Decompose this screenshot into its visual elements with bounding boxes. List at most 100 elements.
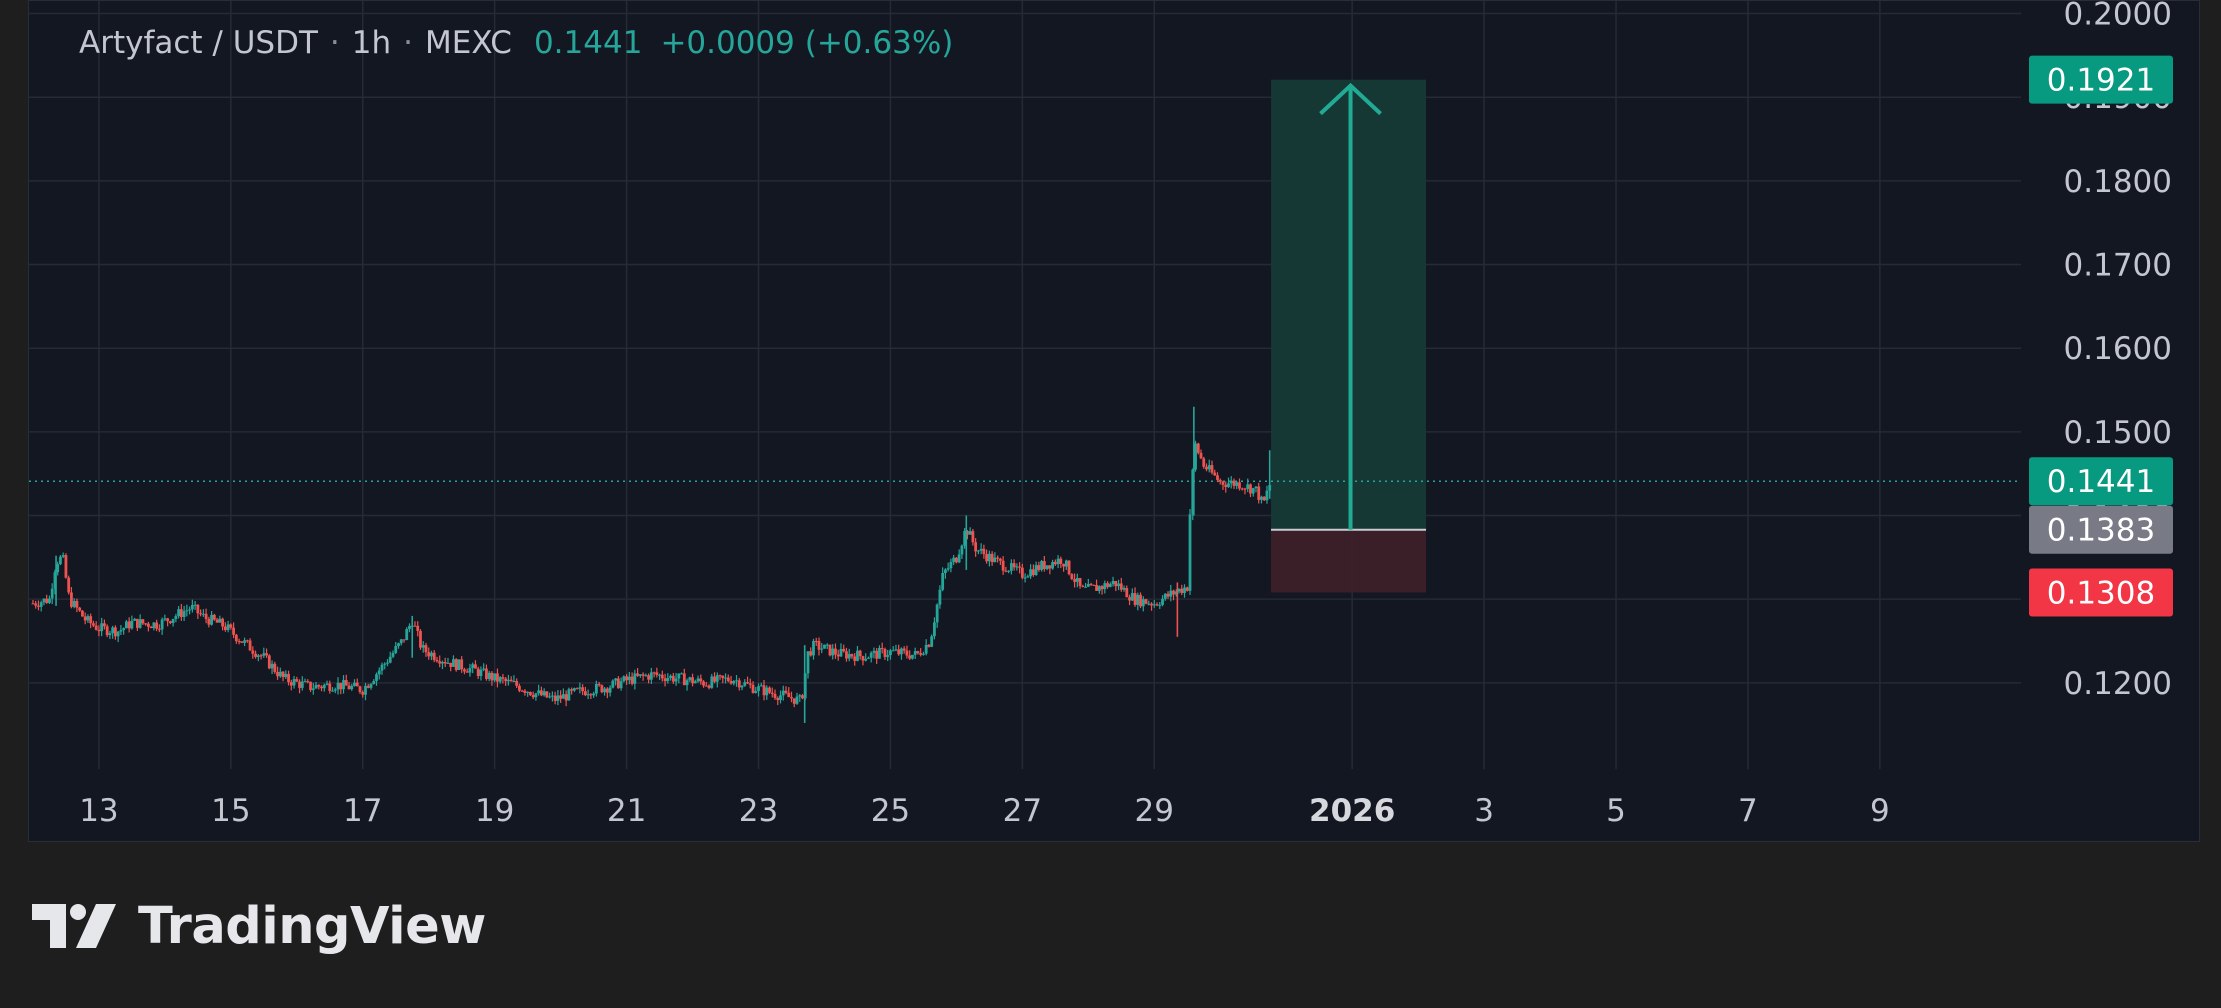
last-price-label-text: 0.1441 [2047,464,2155,500]
candle-body [509,679,513,682]
candle-body [1260,496,1263,500]
candle-body [380,664,384,671]
candle-body [955,557,958,563]
candle-body [787,692,791,698]
candle-body [542,691,546,696]
candle-body [1227,483,1230,487]
price-chart[interactable]: 0.20000.19000.18000.17000.16000.15000.14… [29,1,2201,843]
candle-body [39,602,43,607]
candle-body [377,670,381,675]
candle-body [490,672,494,681]
candle-body [278,671,282,677]
candle-body [540,690,543,696]
candle-body [1106,583,1109,587]
candle-body [1199,452,1203,459]
candle-body [424,645,428,653]
candle-body [718,675,722,677]
candle-body [1070,574,1074,580]
candle-body [309,681,312,690]
stop-price-label-text: 0.1308 [2047,575,2155,611]
candle-body [702,681,705,686]
candle-body [1073,579,1076,582]
candle-body [174,616,178,620]
candle-body [872,650,876,653]
time-axis[interactable]: 13 15 17 19 21 23 25 27 29 2026 3 5 7 9 [79,793,1890,829]
candle-body [831,648,835,656]
candle-body [938,589,942,605]
candle-body [138,619,142,628]
candle-body [1161,598,1164,605]
candle-body [559,695,563,699]
candle-body [262,653,266,656]
candle-body [339,682,343,690]
candle-body [364,685,367,695]
candle-body [842,648,846,652]
candle-body [342,680,345,690]
candle-body [1026,576,1030,578]
candle-body [171,619,175,624]
candle-body [135,618,139,628]
time-tick-label: 19 [475,793,514,829]
candle-body [1062,563,1065,567]
candle-body [498,677,502,682]
candle-body [1185,587,1189,591]
target-zone [1271,79,1427,530]
candle-body [1095,584,1098,591]
candle-body [553,695,557,701]
candle-body [911,654,914,659]
candle-body [1169,590,1173,597]
candle-body [1053,561,1057,565]
candle-body [765,687,769,696]
candle-body [641,674,645,676]
candle-body [259,655,263,657]
price-tick-label: 0.1800 [2064,164,2172,200]
candle-body [993,557,997,563]
candle-body [479,669,483,677]
last-price-label: 0.1441 [2029,457,2173,506]
header-separator: · [329,25,340,61]
candle-body [201,613,205,615]
candle-body [721,675,725,679]
candle-body [50,588,54,599]
chart-pane[interactable]: 0.20000.19000.18000.17000.16000.15000.14… [28,0,2200,842]
candle-body [707,685,711,688]
position-zones[interactable] [1271,79,1427,593]
interval-label[interactable]: 1h [351,25,392,61]
candle-body [891,650,895,652]
candle-body [671,675,675,682]
candle-body [633,673,637,684]
candle-body [979,548,983,551]
candle-body [658,674,661,676]
candle-body [688,677,692,681]
candle-body [878,647,881,659]
candle-body [287,673,290,683]
candle-body [276,671,279,677]
candle-body [1177,588,1181,592]
candle-body [825,644,829,646]
candle-body [586,694,590,696]
symbol-name[interactable]: Artyfact / USDT [79,25,318,61]
candle-body [1163,593,1167,599]
candle-body [435,659,439,662]
brand[interactable]: TradingView [32,897,486,956]
candle-body [452,659,455,667]
candle-body [889,650,892,656]
candle-body [350,685,354,690]
candle-body [152,622,156,629]
time-tick-label: 17 [343,793,382,829]
candle-body [454,659,458,670]
candle-body [693,681,697,684]
candle-body [391,652,395,657]
candle-body [875,650,879,659]
candle-body [561,694,565,699]
candle-body [666,677,670,682]
candle-body [232,627,235,635]
candle-body [471,664,475,668]
candle-body [600,685,604,693]
candle-body [644,675,648,677]
candle-body [1117,583,1120,587]
time-tick-label: 23 [739,793,778,829]
symbol-header[interactable]: Artyfact / USDT · 1h · MEXC 0.1441 +0.00… [79,21,953,65]
candle-body [518,685,521,691]
candle-body [1009,563,1013,571]
